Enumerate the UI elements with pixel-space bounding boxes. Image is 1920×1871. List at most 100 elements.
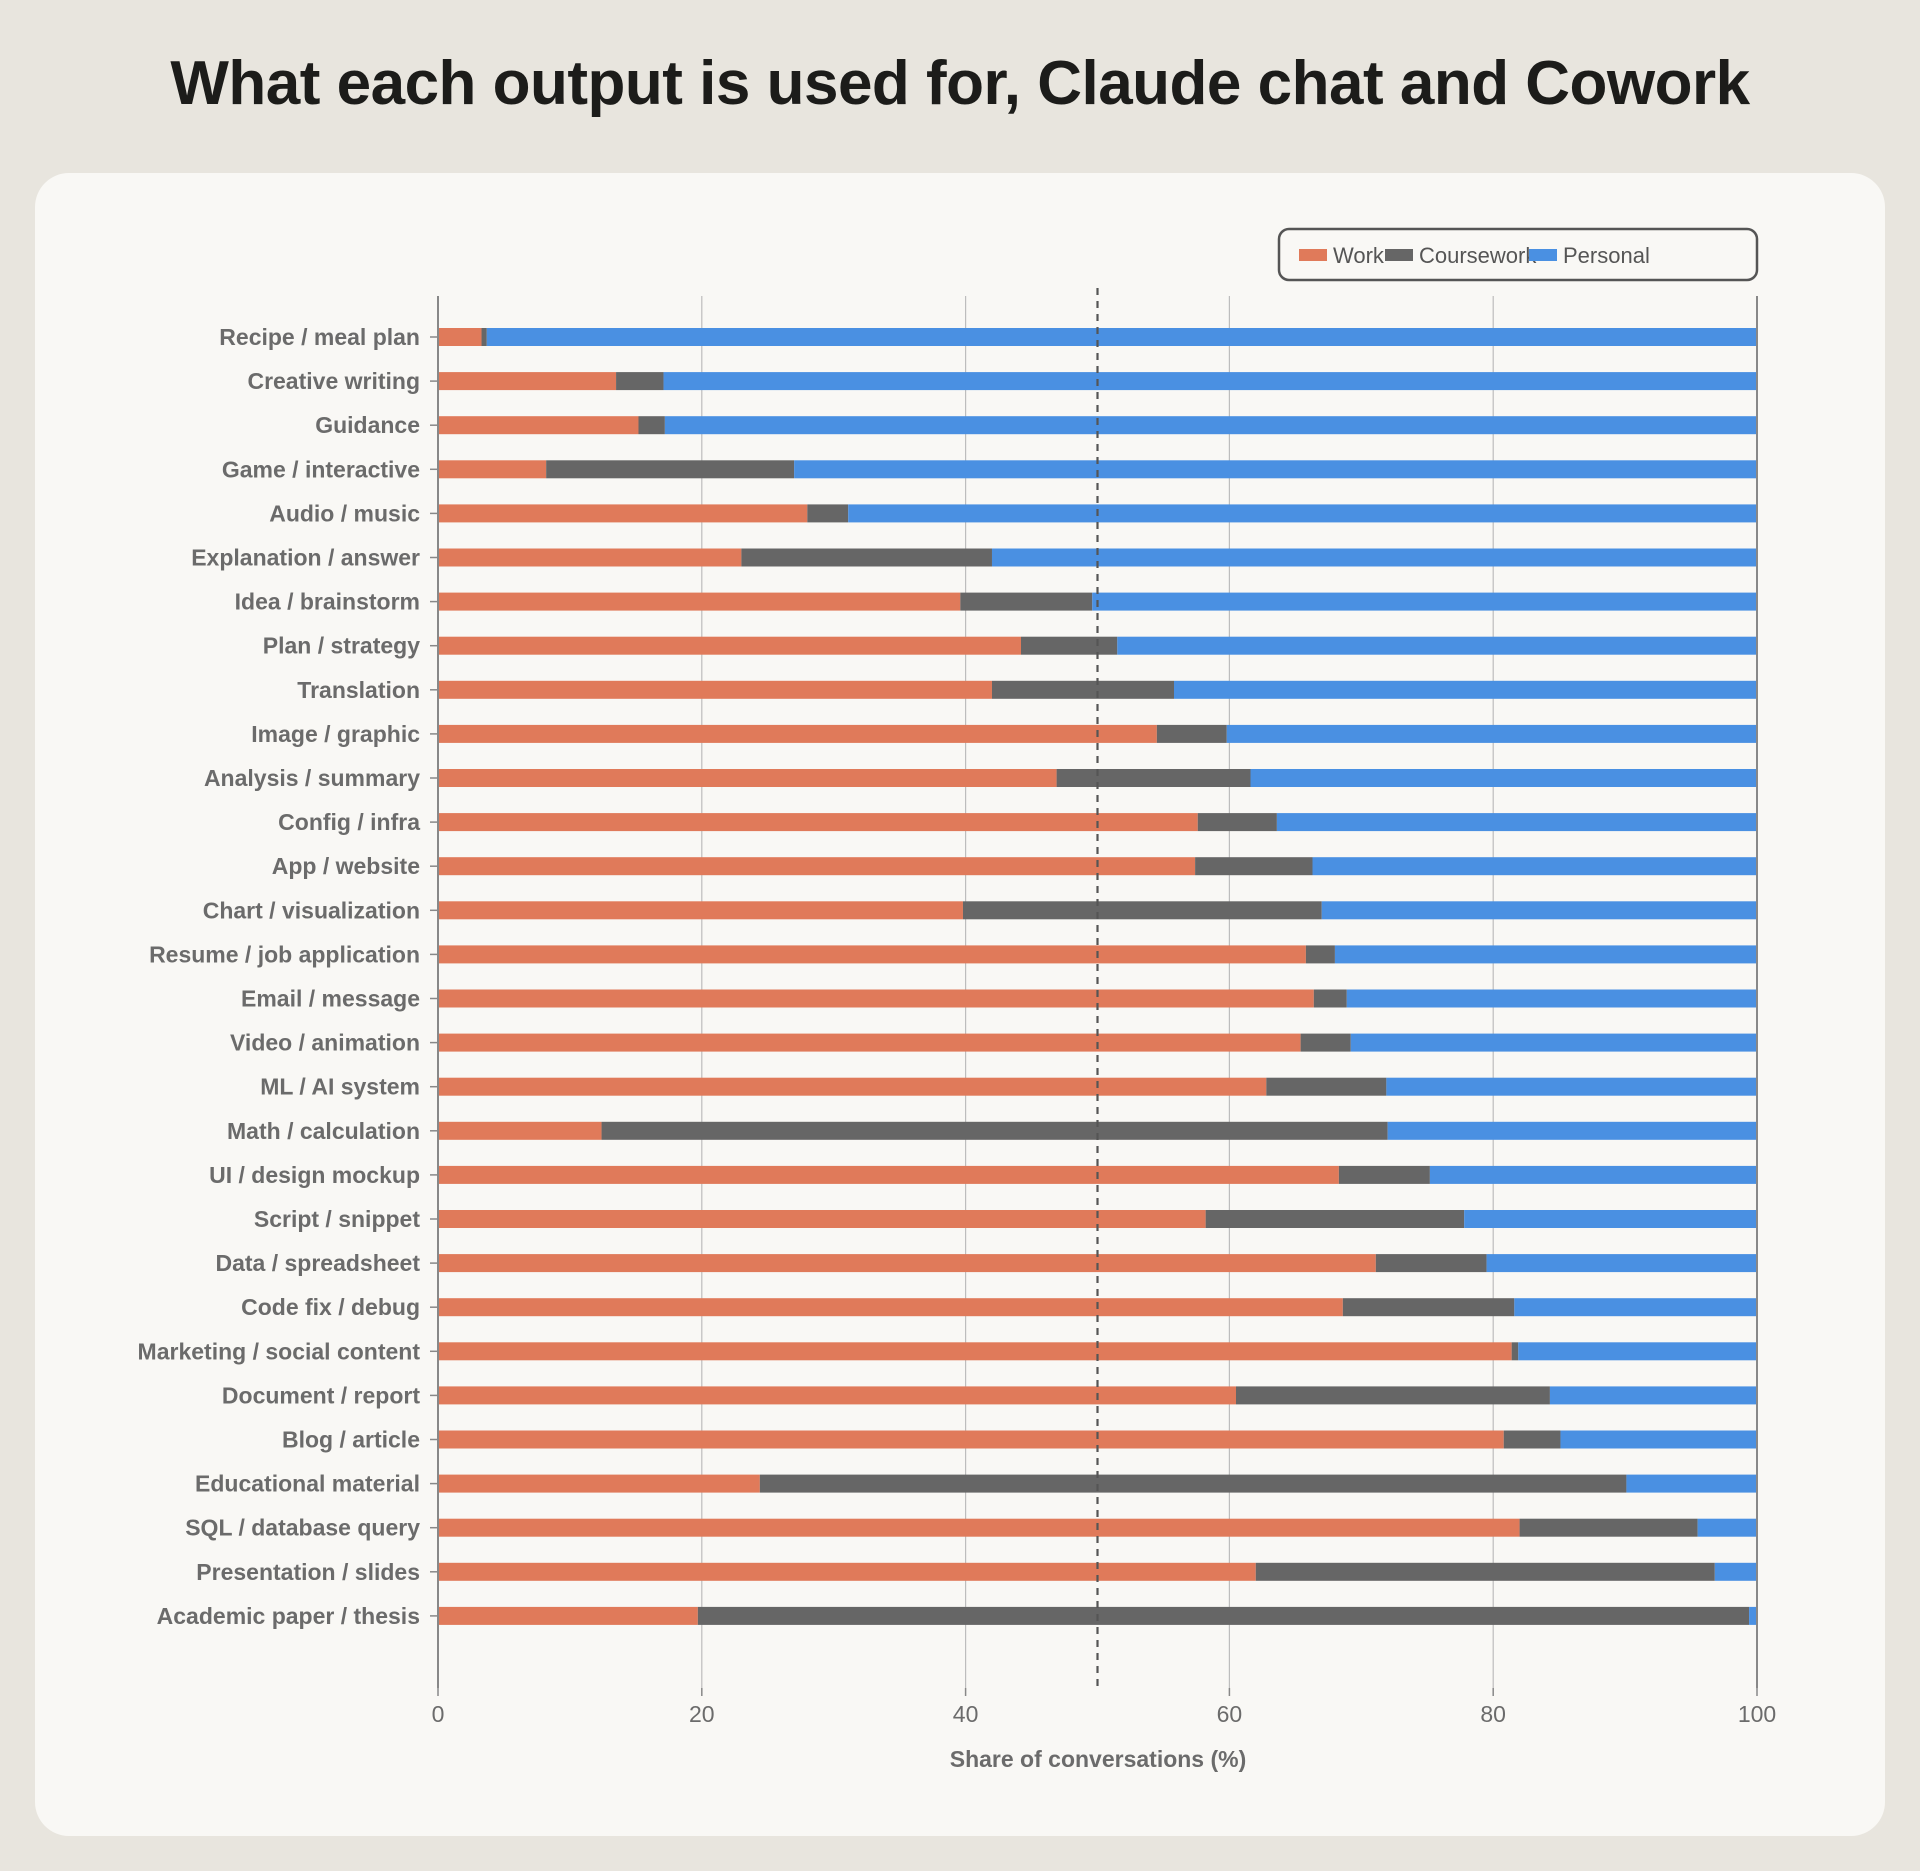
bar-personal bbox=[1276, 813, 1757, 832]
x-tick-label: 80 bbox=[1480, 1701, 1506, 1727]
category-label: Academic paper / thesis bbox=[157, 1603, 420, 1629]
legend-label-coursework: Coursework bbox=[1419, 243, 1537, 268]
bar-personal bbox=[1514, 1298, 1757, 1317]
bar-personal bbox=[1429, 1165, 1757, 1184]
bar-personal bbox=[1626, 1474, 1757, 1493]
category-label: Data / spreadsheet bbox=[215, 1250, 420, 1276]
bar-work bbox=[438, 1254, 1376, 1273]
bar-work bbox=[438, 372, 617, 391]
bar-coursework bbox=[1305, 945, 1335, 964]
bar-coursework bbox=[1342, 1298, 1515, 1317]
legend-items: Work Coursework Personal bbox=[1299, 243, 1650, 268]
bar-work bbox=[438, 1386, 1236, 1405]
bar-work bbox=[438, 328, 482, 346]
category-label: Presentation / slides bbox=[196, 1559, 420, 1585]
category-label: Explanation / answer bbox=[191, 545, 420, 571]
legend-box bbox=[1277, 227, 1759, 282]
category-label: Math / calculation bbox=[227, 1118, 420, 1144]
bar-work bbox=[438, 1210, 1206, 1228]
legend-swatch-coursework bbox=[1385, 249, 1413, 261]
bar-coursework bbox=[638, 416, 665, 435]
bar-personal bbox=[1714, 1562, 1757, 1581]
bar-personal bbox=[1386, 1077, 1757, 1096]
bar-coursework bbox=[1375, 1254, 1487, 1273]
bar-work bbox=[438, 636, 1021, 655]
category-label: ML / AI system bbox=[260, 1074, 420, 1100]
bar-personal bbox=[1346, 989, 1757, 1008]
bar-coursework bbox=[1056, 769, 1251, 787]
x-tick-label: 0 bbox=[432, 1701, 445, 1727]
bar-coursework bbox=[1255, 1562, 1715, 1581]
bar-work bbox=[438, 1342, 1512, 1361]
bar-personal bbox=[1117, 636, 1757, 655]
x-tick-label: 20 bbox=[689, 1701, 715, 1727]
bar-coursework bbox=[1205, 1210, 1465, 1228]
bar-personal bbox=[486, 328, 1758, 346]
bar-personal bbox=[1518, 1342, 1757, 1361]
bar-personal bbox=[1312, 857, 1757, 876]
category-label: Chart / visualization bbox=[203, 897, 420, 923]
category-label: Educational material bbox=[195, 1471, 420, 1497]
bar-coursework bbox=[1197, 813, 1277, 832]
category-label: Email / message bbox=[241, 986, 420, 1012]
bar-coursework bbox=[1266, 1077, 1387, 1096]
bar-coursework bbox=[807, 504, 849, 523]
bar-coursework bbox=[1020, 636, 1118, 655]
bar-work bbox=[438, 1121, 602, 1140]
x-tick-label: 60 bbox=[1217, 1701, 1243, 1727]
legend-swatch-personal bbox=[1529, 249, 1557, 261]
category-label: Code fix / debug bbox=[241, 1294, 420, 1320]
category-label: Document / report bbox=[222, 1382, 420, 1408]
bar-personal bbox=[1387, 1121, 1757, 1140]
bar-coursework bbox=[546, 460, 795, 479]
category-label: Video / animation bbox=[230, 1030, 420, 1056]
bar-work bbox=[438, 1430, 1504, 1449]
bar-coursework bbox=[601, 1121, 1388, 1140]
legend: Work Coursework Personal bbox=[1277, 227, 1759, 282]
bar-work bbox=[438, 901, 963, 920]
bar-coursework bbox=[1503, 1430, 1561, 1449]
bar-coursework bbox=[616, 372, 664, 391]
category-label: Plan / strategy bbox=[263, 633, 420, 659]
bar-personal bbox=[1321, 901, 1757, 920]
bar-coursework bbox=[741, 548, 992, 567]
bar-coursework bbox=[1235, 1386, 1550, 1405]
bar-work bbox=[438, 945, 1306, 964]
bar-work bbox=[438, 1165, 1339, 1184]
bar-work bbox=[438, 1562, 1256, 1581]
bar-coursework bbox=[1511, 1342, 1519, 1361]
category-label: Guidance bbox=[315, 412, 420, 438]
chart-title: What each output is used for, Claude cha… bbox=[170, 49, 1750, 118]
bar-coursework bbox=[1300, 1033, 1351, 1052]
category-label: Config / infra bbox=[278, 809, 420, 835]
bar-coursework bbox=[1156, 724, 1227, 743]
category-label: Idea / brainstorm bbox=[235, 589, 420, 615]
bar-personal bbox=[664, 416, 1758, 435]
bar-coursework bbox=[1195, 857, 1313, 876]
bar-work bbox=[438, 724, 1157, 743]
bar-coursework bbox=[481, 328, 487, 346]
bar-work bbox=[438, 813, 1198, 832]
bar-coursework bbox=[1519, 1518, 1698, 1537]
bar-personal bbox=[1092, 592, 1757, 611]
bar-work bbox=[438, 592, 961, 611]
category-label: Translation bbox=[297, 677, 420, 703]
bar-work bbox=[438, 1474, 760, 1493]
category-label: UI / design mockup bbox=[209, 1162, 420, 1188]
category-label: App / website bbox=[272, 853, 420, 879]
bar-personal bbox=[1350, 1033, 1757, 1052]
category-label: Marketing / social content bbox=[138, 1338, 421, 1364]
legend-label-work: Work bbox=[1333, 243, 1385, 268]
category-label: Resume / job application bbox=[149, 941, 420, 967]
category-label: SQL / database query bbox=[185, 1515, 420, 1541]
bar-work bbox=[438, 1518, 1520, 1537]
bar-coursework bbox=[991, 680, 1175, 699]
bars-layer bbox=[438, 328, 1758, 1625]
bar-work bbox=[438, 989, 1314, 1008]
category-label: Script / snippet bbox=[254, 1206, 420, 1232]
x-tick-label: 40 bbox=[953, 1701, 979, 1727]
bar-personal bbox=[1749, 1606, 1757, 1625]
bar-personal bbox=[1697, 1518, 1757, 1537]
bar-coursework bbox=[960, 592, 1093, 611]
